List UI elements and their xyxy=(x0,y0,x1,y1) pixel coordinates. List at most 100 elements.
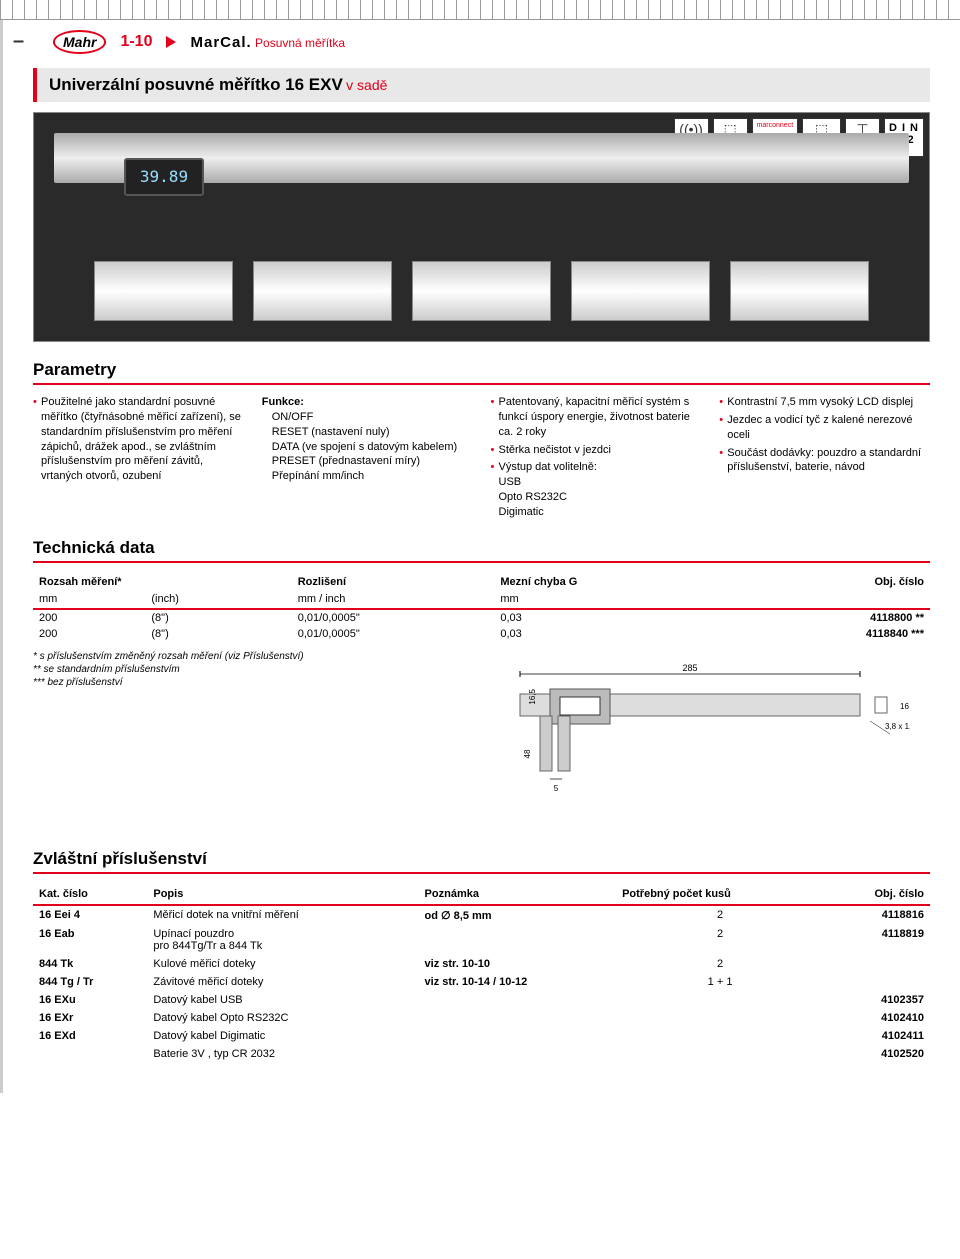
table-row: 200 (8") 0,01/0,0005" 0,03 4118840 *** xyxy=(33,626,930,642)
table-unit-row: mm (inch) mm / inch mm xyxy=(33,591,930,609)
cell-res: 0,01/0,0005" xyxy=(292,626,495,642)
col-note: Poznámka xyxy=(419,884,617,905)
table-row: 200 (8") 0,01/0,0005" 0,03 4118800 ** xyxy=(33,609,930,626)
param-col-1: Použitelné jako standardní posuvné měřít… xyxy=(33,395,244,523)
dim-cross: 3,8 x 1,3 xyxy=(885,722,910,731)
cell-qty: 2 xyxy=(616,925,824,955)
cell-order: 4102410 xyxy=(824,1009,930,1027)
acc-item xyxy=(730,261,869,321)
param-item: Patentovaný, kapacitní měřicí systém s f… xyxy=(491,395,702,440)
cell-desc: Kulové měřicí doteky xyxy=(147,955,418,973)
cell-order: 4102520 xyxy=(824,1045,930,1063)
cell-note xyxy=(419,1027,617,1045)
cell-order: 4102411 xyxy=(824,1027,930,1045)
acc-item xyxy=(412,261,551,321)
product-photo: ((•)) ⬚USB marconnect⬚RS232C ⬚Digimatic … xyxy=(33,112,930,342)
cell-note: viz str. 10-10 xyxy=(419,955,617,973)
cell-res: 0,01/0,0005" xyxy=(292,609,495,626)
diagram-svg: 285 16,5 48 5 16 3,8 x 1,3 xyxy=(490,659,910,829)
param-item: Součást dodávky: pouzdro a standardní př… xyxy=(719,446,930,476)
param-item: Kontrastní 7,5 mm vysoký LCD displej xyxy=(719,395,930,410)
dim-jaw-h: 48 xyxy=(523,749,532,758)
brand-name: MarCal. xyxy=(190,34,251,51)
cell-cat: 16 EXu xyxy=(33,991,147,1009)
col-resolution: Rozlišení xyxy=(292,573,495,591)
cell-qty xyxy=(616,991,824,1009)
cell-mm: 200 xyxy=(33,626,145,642)
cell-desc: Závitové měřicí doteky xyxy=(147,973,418,991)
functions-label: Funkce: xyxy=(262,396,304,408)
param-item: Stěrka nečistot v jezdci xyxy=(491,443,702,458)
accessories-table: Kat. číslo Popis Poznámka Potřebný počet… xyxy=(33,884,930,1063)
param-item: Použitelné jako standardní posuvné měřít… xyxy=(33,395,244,484)
product-title-bar: Univerzální posuvné měřítko 16 EXV v sad… xyxy=(33,68,930,102)
cell-cat: 844 Tk xyxy=(33,955,147,973)
accessories-heading: Zvláštní příslušenství xyxy=(33,849,930,874)
cell-desc: Datový kabel Opto RS232C xyxy=(147,1009,418,1027)
cell-order: 4118840 *** xyxy=(738,626,930,642)
margin-dash: – xyxy=(13,30,24,53)
cell-cat: 16 Eab xyxy=(33,925,147,955)
category-name: Posuvná měřítka xyxy=(255,36,345,50)
cell-desc: Upínací pouzdro pro 844Tg/Tr a 844 Tk xyxy=(147,925,418,955)
acc-item xyxy=(571,261,710,321)
mahr-logo: Mahr xyxy=(53,30,106,54)
cell-qty: 2 xyxy=(616,905,824,925)
fn-item: PRESET (přednastavení míry) xyxy=(272,454,473,469)
fn-item: DATA (ve spojení s datovým kabelem) xyxy=(272,440,473,455)
accessories-illustration xyxy=(94,251,869,321)
cell-order xyxy=(824,973,930,991)
col-order: Obj. číslo xyxy=(824,884,930,905)
cell-order xyxy=(824,955,930,973)
fn-item: RESET (nastavení nuly) xyxy=(272,425,473,440)
cell-cat xyxy=(33,1045,147,1063)
cell-note xyxy=(419,1045,617,1063)
table-row: 844 Tg / TrZávitové měřicí dotekyviz str… xyxy=(33,973,930,991)
cell-qty: 2 xyxy=(616,955,824,973)
page-number: 1-10 xyxy=(120,33,152,51)
col-qty: Potřebný počet kusů xyxy=(616,884,824,905)
cell-desc: Datový kabel USB xyxy=(147,991,418,1009)
table-row: 16 EXuDatový kabel USB 4102357 xyxy=(33,991,930,1009)
parameters-columns: Použitelné jako standardní posuvné měřít… xyxy=(33,395,930,523)
page-header: Mahr 1-10 MarCal. Posuvná měřítka xyxy=(33,30,930,54)
col-error: Mezní chyba G xyxy=(494,573,738,591)
unit-inch: (inch) xyxy=(145,591,291,609)
fn-item: ON/OFF xyxy=(272,410,473,425)
cell-order: 4118819 xyxy=(824,925,930,955)
dim-height: 16,5 xyxy=(528,688,537,704)
cell-order: 4102357 xyxy=(824,991,930,1009)
cell-order: 4118800 ** xyxy=(738,609,930,626)
col-desc: Popis xyxy=(147,884,418,905)
acc-item xyxy=(94,261,233,321)
param-col-4: Kontrastní 7,5 mm vysoký LCD displej Jez… xyxy=(719,395,930,523)
cell-desc: Datový kabel Digimatic xyxy=(147,1027,418,1045)
unit-err: mm xyxy=(494,591,738,609)
triangle-icon xyxy=(166,36,176,48)
table-row: Baterie 3V , typ CR 20324102520 xyxy=(33,1045,930,1063)
cell-cat: 16 EXd xyxy=(33,1027,147,1045)
cell-note xyxy=(419,991,617,1009)
cell-inch: (8") xyxy=(145,609,291,626)
cell-mm: 200 xyxy=(33,609,145,626)
breadcrumb: MarCal. Posuvná měřítka xyxy=(190,34,345,51)
param-col-2: Funkce: ON/OFF RESET (nastavení nuly) DA… xyxy=(262,395,473,523)
cell-note xyxy=(419,1009,617,1027)
cell-qty xyxy=(616,1009,824,1027)
param-item: Jezdec a vodicí tyč z kalené nerezové oc… xyxy=(719,413,930,443)
cell-desc: Měřicí dotek na vnitřní měření xyxy=(147,905,418,925)
cell-note: viz str. 10-14 / 10-12 xyxy=(419,973,617,991)
cell-qty: 1 + 1 xyxy=(616,973,824,991)
cell-cat: 16 Eei 4 xyxy=(33,905,147,925)
param-col-3: Patentovaný, kapacitní měřicí systém s f… xyxy=(491,395,702,523)
cell-note: od ∅ 8,5 mm xyxy=(419,905,617,925)
ruler-decoration xyxy=(0,0,960,20)
table-row: 16 EXdDatový kabel Digimatic 4102411 xyxy=(33,1027,930,1045)
param-item: Výstup dat volitelně: USB Opto RS232C Di… xyxy=(491,460,702,519)
lcd-display: 39.89 xyxy=(124,158,204,196)
dim-thick: 16 xyxy=(900,702,909,711)
table-row: 16 EabUpínací pouzdro pro 844Tg/Tr a 844… xyxy=(33,925,930,955)
col-order: Obj. číslo xyxy=(738,573,930,591)
unit-mm: mm xyxy=(33,591,145,609)
unit-empty xyxy=(738,591,930,609)
